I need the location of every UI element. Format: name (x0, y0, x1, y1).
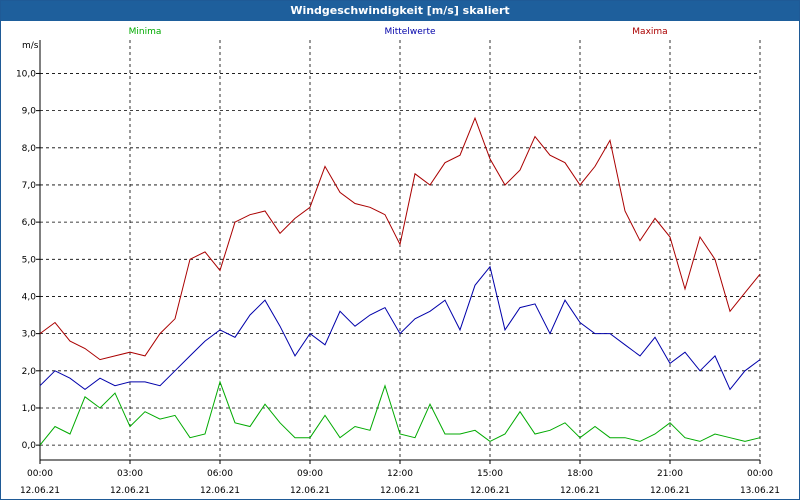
legend: Minima Mittelwerte Maxima (129, 27, 668, 37)
y-tick-label: 10,0 (16, 69, 36, 79)
y-axis-label: m/s (22, 41, 39, 51)
x-tick-time-label: 09:00 (297, 469, 323, 479)
x-tick-date-label: 12.06.21 (110, 486, 150, 496)
x-tick-date-label: 12.06.21 (470, 486, 510, 496)
legend-entry-minima: Minima (129, 27, 162, 37)
x-tick-date-label: 12.06.21 (290, 486, 330, 496)
series-line-mittelwerte (39, 265, 761, 391)
x-tick-time-label: 06:00 (207, 469, 233, 479)
y-tick-label: 2,0 (22, 367, 37, 377)
series-line-minima (39, 380, 761, 446)
x-tick-time-label: 15:00 (477, 469, 503, 479)
series-lines (39, 116, 761, 446)
window-title: Windgeschwindigkeit [m/s] skaliert (1, 1, 799, 21)
y-tick-label: 9,0 (22, 107, 37, 117)
y-tick-label: 5,0 (22, 255, 37, 265)
y-tick-label: 8,0 (22, 144, 37, 154)
x-axis-ticks: 00:00 12.06.21 03:00 12.06.21 06:00 12.06.21 0… (20, 460, 780, 496)
x-tick-time-label: 12:00 (387, 469, 413, 479)
x-tick-time-label: 03:00 (117, 469, 143, 479)
x-tick-date-label: 12.06.21 (20, 486, 60, 496)
legend-entry-mittelwerte: Mittelwerte (384, 27, 435, 37)
x-tick-date-label: 12.06.21 (380, 486, 420, 496)
x-tick-date-label: 13.06.21 (740, 486, 780, 496)
series-line-maxima (39, 116, 761, 361)
x-tick-date-label: 12.06.21 (200, 486, 240, 496)
y-tick-label: 6,0 (22, 218, 37, 228)
x-tick-time-label: 21:00 (657, 469, 683, 479)
x-tick-date-label: 12.06.21 (650, 486, 690, 496)
y-axis-ticks: 0,0 1,0 2,0 3,0 4,0 5,0 6,0 7,0 8,0 9,0 10,0 (16, 69, 40, 451)
x-tick-time-label: 00:00 (747, 469, 773, 479)
legend-entry-maxima: Maxima (632, 27, 667, 37)
grid-lines (39, 40, 761, 460)
x-tick-time-label: 18:00 (567, 469, 593, 479)
x-tick-date-label: 12.06.21 (560, 486, 600, 496)
y-tick-label: 3,0 (22, 330, 37, 340)
y-tick-label: 4,0 (22, 292, 37, 302)
y-tick-label: 1,0 (22, 404, 37, 414)
x-tick-time-label: 00:00 (27, 469, 53, 479)
y-tick-label: 7,0 (22, 181, 37, 191)
y-tick-label: 0,0 (22, 441, 37, 451)
